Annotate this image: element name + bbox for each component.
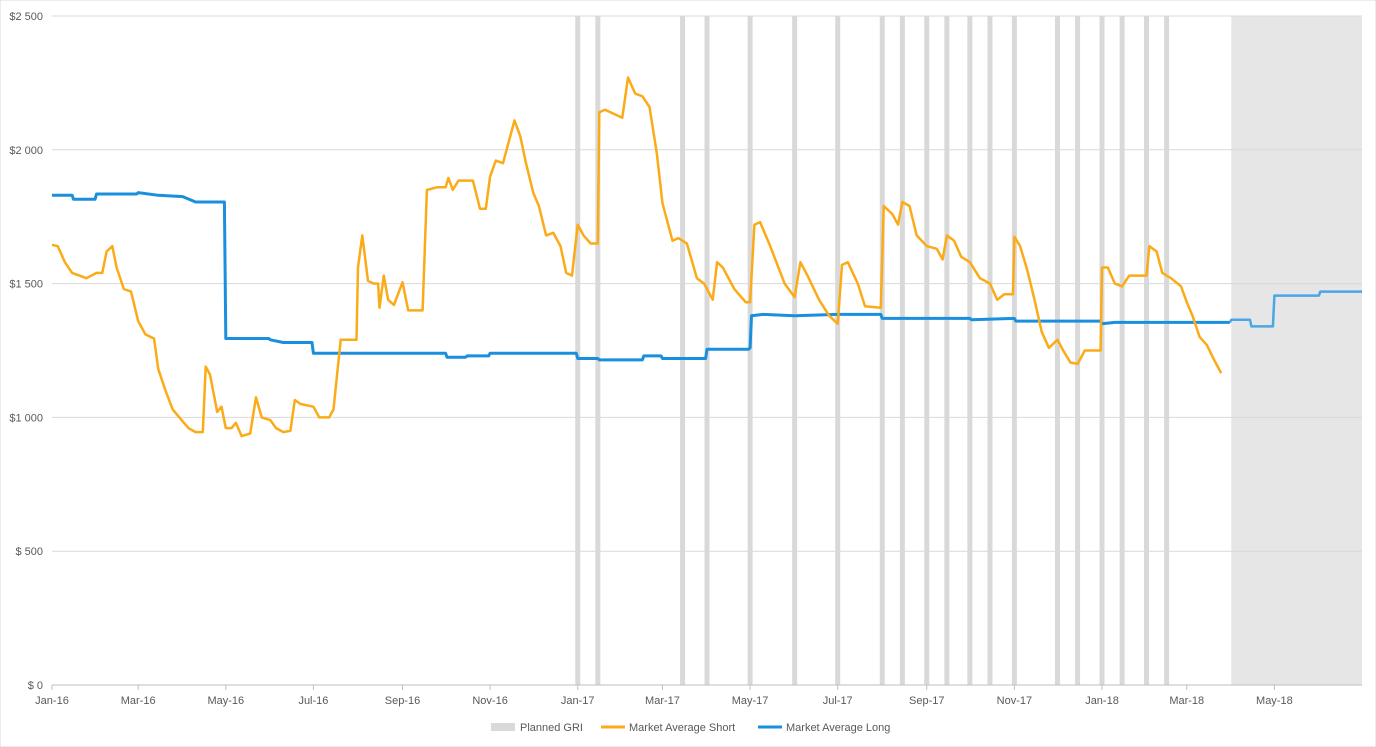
y-tick-label: $1 000 <box>9 412 43 424</box>
planned-gri-bar <box>575 16 581 685</box>
planned-gri-bar <box>747 16 753 685</box>
x-tick-label: Mar-17 <box>645 695 680 707</box>
planned-gri-bar <box>1164 16 1170 685</box>
legend-label: Market Average Short <box>629 722 735 734</box>
legend-swatch-planned-gri <box>491 723 515 731</box>
x-tick-label: Sep-16 <box>385 695 420 707</box>
forecast-shade <box>1231 16 1362 685</box>
y-tick-label: $2 000 <box>9 145 43 157</box>
planned-gri-bar <box>879 16 885 685</box>
planned-gri-bar <box>899 16 905 685</box>
series-line-market-average-long <box>52 191 1230 362</box>
axes: $ 0 $ 500 $1 000 $1 500 $2 000 $2 500 Jan-16 Ma… <box>9 11 1362 707</box>
x-tick-label: Mar-16 <box>121 695 156 707</box>
y-tick-label: $1 500 <box>9 279 43 291</box>
legend-label: Market Average Long <box>786 722 890 734</box>
planned-gri-bar <box>1099 16 1105 685</box>
x-tick-label: Nov-17 <box>997 695 1032 707</box>
series-lines <box>51 76 1362 438</box>
planned-gri-bar <box>792 16 798 685</box>
y-tick-label: $2 500 <box>9 11 43 23</box>
x-tick-label: Jan-18 <box>1085 695 1119 707</box>
x-tick-label: Nov-16 <box>472 695 507 707</box>
y-tick-label: $ 0 <box>28 680 43 692</box>
planned-gri-bar <box>1075 16 1081 685</box>
planned-gri-bar <box>967 16 973 685</box>
x-tick-label: Jul-17 <box>823 695 853 707</box>
planned-gri-bar <box>1119 16 1125 685</box>
planned-gri-bar <box>924 16 930 685</box>
planned-gri-bar <box>1054 16 1060 685</box>
y-tick-label: $ 500 <box>15 546 43 558</box>
x-tick-label: Mar-18 <box>1169 695 1204 707</box>
planned-gri-bar <box>944 16 950 685</box>
series-line-market-average-long-forecast <box>1228 290 1362 328</box>
legend: Planned GRI Market Average Short Market Av… <box>491 722 890 734</box>
planned-gri-bar <box>1144 16 1150 685</box>
planned-gri-bar <box>1011 16 1017 685</box>
x-tick-label: May-16 <box>207 695 244 707</box>
x-tick-label: Jan-17 <box>561 695 595 707</box>
x-tick-label: Sep-17 <box>909 695 944 707</box>
x-tick-label: Jan-16 <box>35 695 69 707</box>
planned-gri-bars <box>575 16 1170 685</box>
planned-gri-bar <box>680 16 686 685</box>
planned-gri-bar <box>595 16 601 685</box>
forecast-region <box>1231 16 1362 685</box>
series-line-market-average-short <box>51 76 1223 438</box>
planned-gri-bar <box>835 16 841 685</box>
planned-gri-bar <box>987 16 993 685</box>
x-tick-label: May-18 <box>1256 695 1293 707</box>
x-tick-label: May-17 <box>732 695 769 707</box>
legend-label: Planned GRI <box>520 722 583 734</box>
x-tick-label: Jul-16 <box>298 695 328 707</box>
